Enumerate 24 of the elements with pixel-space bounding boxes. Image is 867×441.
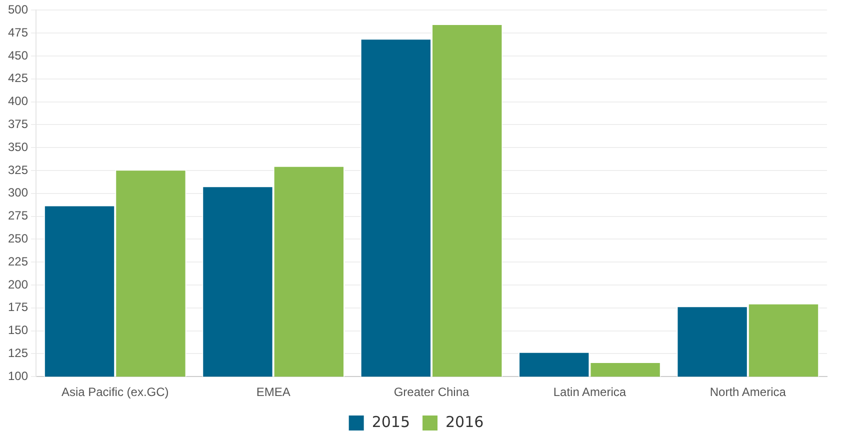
y-tick-label: 475	[8, 25, 28, 40]
y-tick-label: 275	[8, 208, 28, 223]
y-tick-label: 250	[8, 232, 28, 246]
y-tick-label: 100	[8, 368, 28, 383]
y-tick-label: 175	[8, 300, 28, 314]
x-tick-label: EMEA	[256, 385, 290, 400]
y-tick-label: 200	[8, 277, 28, 292]
x-tick-label: Latin America	[553, 385, 626, 400]
y-tick-label: 450	[8, 48, 28, 62]
x-tick-label: Greater China	[394, 385, 470, 400]
y-tick-label: 150	[8, 323, 28, 338]
y-tick-label: 350	[8, 140, 28, 154]
y-tick-label: 500	[8, 2, 28, 17]
x-tick-label: North America	[710, 385, 786, 400]
y-tick-label: 375	[8, 117, 28, 132]
legend-label: 2016	[446, 412, 484, 431]
y-tick-label: 400	[8, 94, 28, 108]
x-tick-label: Asia Pacific (ex.GC)	[61, 385, 169, 400]
y-tick-label: 300	[8, 186, 28, 200]
y-tick-label: 125	[8, 346, 28, 360]
y-tick-label: 325	[8, 162, 28, 177]
legend-label: 2015	[372, 412, 410, 431]
y-tick-label: 425	[8, 71, 28, 86]
y-tick-label: 225	[8, 254, 28, 268]
